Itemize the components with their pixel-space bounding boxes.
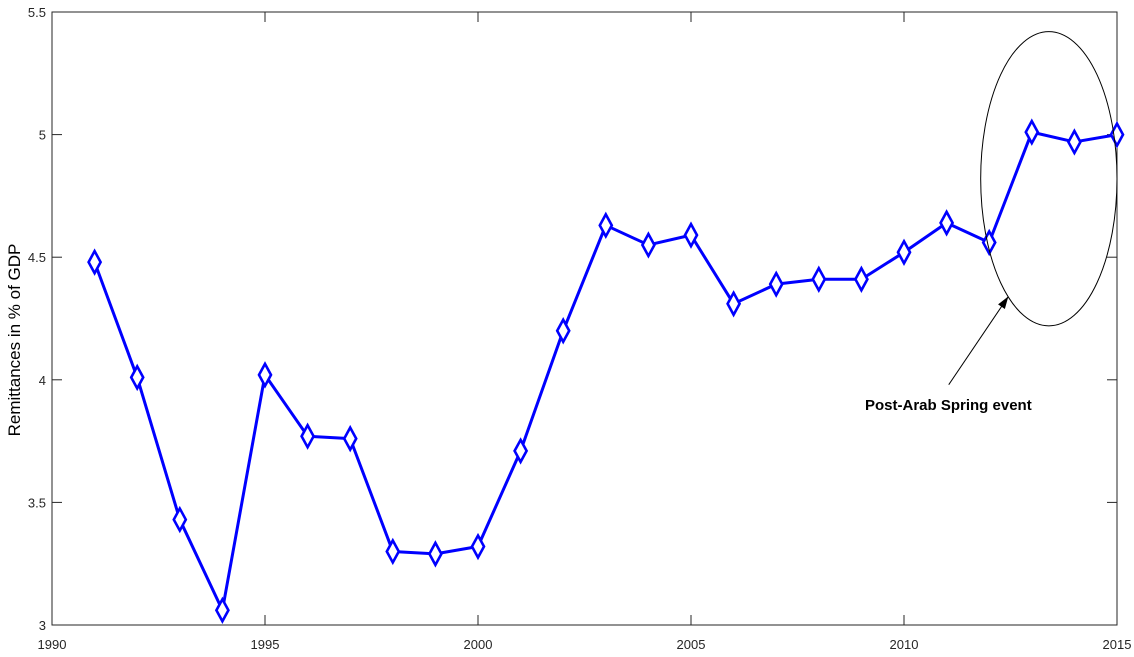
plot-frame: [51, 11, 1118, 626]
data-point: [1109, 120, 1125, 149]
x-tick-label: 2005: [677, 637, 706, 652]
data-point: [683, 221, 699, 249]
series-layer: [87, 118, 1125, 625]
data-point: [470, 532, 486, 561]
data-point: [939, 209, 955, 237]
annotation-layer: [948, 31, 1118, 385]
annotation-label: Post-Arab Spring event: [865, 397, 1032, 414]
x-tick-label: 1995: [251, 637, 280, 652]
y-axis-label: Remittances in % of GDP: [5, 244, 24, 437]
highlight-ellipse: [980, 31, 1118, 327]
data-point: [385, 537, 401, 566]
data-point: [896, 238, 912, 267]
y-tick-label: 4.5: [28, 250, 46, 265]
y-tick-label: 5.5: [28, 5, 46, 20]
data-point: [300, 422, 316, 450]
data-point: [555, 317, 571, 345]
data-point: [598, 211, 614, 240]
data-point: [129, 363, 145, 392]
data-point: [87, 248, 103, 276]
annotation-arrow: [948, 296, 1009, 385]
x-tick-label: 1990: [38, 637, 67, 652]
series-line: [93, 130, 1118, 612]
data-point: [342, 424, 358, 453]
x-tick-label: 2015: [1103, 637, 1132, 652]
data-point: [853, 265, 869, 293]
data-point: [172, 505, 188, 534]
data-point: [257, 361, 273, 389]
data-point: [811, 265, 827, 293]
data-point: [768, 270, 784, 298]
data-point: [427, 540, 443, 568]
data-point: [214, 596, 230, 625]
axes: 1990 1995 2000 2005 2010 2015 3 3.5 4 4.5 5 5.5: [28, 5, 1132, 652]
arrow-head: [998, 296, 1009, 309]
data-point: [1066, 128, 1082, 156]
data-point: [513, 437, 529, 465]
data-point: [1024, 118, 1040, 146]
y-tick-label: 3: [39, 618, 46, 633]
y-tick-label: 3.5: [28, 495, 46, 510]
data-point: [726, 290, 742, 318]
y-tick-label: 4: [39, 373, 46, 388]
data-point: [640, 231, 656, 259]
y-tick-label: 5: [39, 128, 46, 143]
x-tick-label: 2000: [464, 637, 493, 652]
x-tick-label: 2010: [890, 637, 919, 652]
